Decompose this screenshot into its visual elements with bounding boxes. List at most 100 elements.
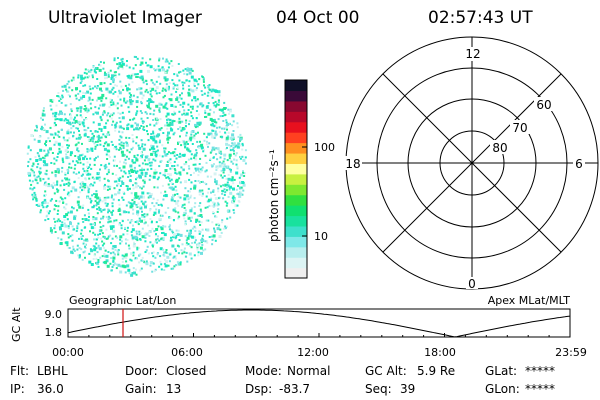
uv-pixel (187, 158, 190, 161)
uv-pixel (201, 93, 204, 96)
uv-pixel (124, 172, 127, 175)
uv-pixel (54, 111, 58, 115)
uv-pixel (65, 153, 68, 156)
uv-pixel (84, 109, 87, 112)
uv-pixel (213, 204, 216, 207)
uv-pixel (204, 111, 207, 114)
uv-pixel (80, 174, 83, 177)
uv-pixel (118, 178, 121, 181)
uv-pixel (77, 136, 81, 140)
uv-pixel (231, 176, 234, 179)
ip-value: 36.0 (37, 382, 64, 396)
uv-pixel (111, 143, 114, 146)
uv-pixel (50, 162, 53, 164)
uv-pixel (53, 136, 55, 139)
uv-pixel (67, 233, 70, 236)
uv-pixel (228, 122, 231, 125)
uv-pixel (93, 70, 96, 73)
colorbar-segment (285, 90, 307, 102)
altitude-left-header: Geographic Lat/Lon (69, 294, 176, 307)
uv-pixel (145, 79, 148, 82)
uv-pixel (202, 78, 205, 81)
uv-pixel (168, 85, 170, 88)
uv-pixel (96, 85, 99, 87)
uv-pixel (101, 93, 105, 97)
uv-pixel (94, 193, 98, 197)
uv-pixel (77, 203, 80, 206)
uv-pixel (164, 171, 167, 174)
uv-pixel (119, 98, 122, 101)
uv-pixel (159, 128, 162, 131)
uv-pixel (58, 118, 61, 121)
uv-pixel (193, 241, 196, 244)
uv-pixel (120, 85, 123, 88)
uv-pixel (43, 200, 47, 204)
uv-pixel (74, 188, 78, 192)
uv-pixel (66, 131, 70, 135)
uv-pixel (173, 154, 176, 157)
uv-pixel (84, 76, 87, 79)
uv-pixel (233, 178, 236, 181)
uv-pixel (150, 95, 153, 98)
uv-pixel (96, 99, 98, 102)
uv-pixel (244, 162, 247, 165)
uv-pixel (104, 202, 107, 205)
uv-pixel (118, 65, 121, 68)
uv-pixel (212, 236, 215, 239)
uv-pixel (184, 145, 187, 148)
uv-pixel (39, 179, 42, 182)
uv-pixel (107, 74, 110, 77)
uv-pixel (49, 126, 52, 129)
uv-pixel (166, 79, 169, 81)
uv-pixel (121, 260, 124, 263)
uv-pixel (172, 82, 175, 85)
uv-pixel (143, 232, 146, 235)
uv-pixel (88, 252, 91, 255)
uv-pixel (76, 225, 79, 228)
uv-pixel (110, 113, 113, 116)
uv-pixel (151, 87, 155, 91)
uv-pixel (122, 191, 125, 194)
uv-pixel (130, 252, 134, 256)
uv-pixel (82, 188, 86, 191)
uv-pixel (132, 161, 135, 164)
uv-pixel (122, 144, 125, 147)
uv-pixel (167, 264, 170, 267)
uv-pixel (89, 184, 92, 187)
uv-pixel (226, 165, 229, 168)
uv-pixel (87, 139, 90, 142)
uv-pixel (149, 174, 152, 177)
uv-pixel (155, 228, 159, 231)
colorbar-segment (285, 184, 307, 196)
uv-pixel (65, 88, 68, 91)
uv-pixel (178, 155, 181, 158)
uv-pixel (149, 208, 152, 210)
uv-pixel (152, 101, 155, 104)
uv-pixel (66, 130, 69, 133)
uv-pixel (158, 154, 161, 157)
colorbar-segment (285, 80, 307, 92)
uv-pixel (74, 215, 77, 218)
uv-pixel (225, 189, 228, 192)
uv-pixel (41, 114, 44, 117)
uv-pixel (120, 150, 124, 154)
uv-pixel (158, 209, 161, 212)
uv-pixel (88, 85, 91, 88)
uv-pixel (181, 252, 184, 255)
uv-pixel (121, 257, 124, 260)
uv-pixel (126, 60, 128, 62)
uv-pixel (123, 99, 126, 102)
uv-pixel (222, 166, 225, 168)
uv-pixel (122, 153, 125, 156)
uv-pixel (106, 264, 110, 268)
uv-pixel (100, 90, 103, 92)
uv-pixel (148, 195, 152, 199)
uv-pixel (151, 81, 154, 84)
uv-pixel (103, 242, 106, 245)
uv-pixel (155, 171, 158, 174)
uv-pixel (90, 263, 94, 266)
uv-pixel (204, 116, 206, 118)
uv-pixel (188, 178, 191, 181)
uv-pixel (63, 84, 67, 88)
uv-pixel (29, 158, 32, 161)
